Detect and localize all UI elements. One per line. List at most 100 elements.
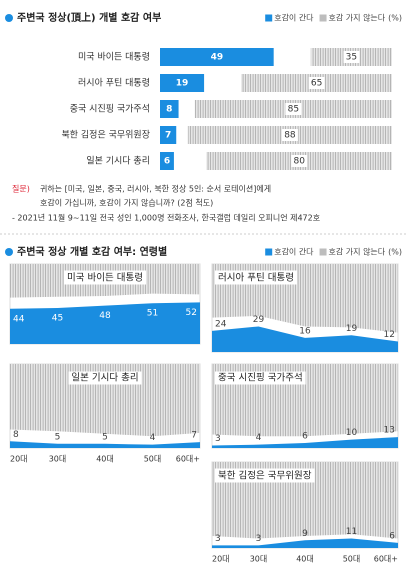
- panel-title: 러시아 푸틴 대통령: [218, 272, 294, 284]
- area-panel: 북한 김정은 국무위원장 3 3 9 11 6 20대 30대 40대 50대 60대+: [211, 461, 399, 564]
- value-label: 16: [299, 326, 311, 336]
- question: 귀하는 [미국, 일본, 중국, 러시아, 북한 정상 5인: 순서 로테이션]…: [40, 184, 271, 194]
- label-bg: [285, 103, 302, 115]
- value-label: 5: [102, 432, 108, 442]
- x-tick-label: 20대: [212, 555, 230, 564]
- area: [10, 302, 200, 344]
- value-label: 65: [311, 79, 322, 89]
- value-label: 7: [191, 431, 197, 441]
- value-label: 29: [253, 315, 265, 325]
- value-label: 11: [346, 527, 357, 537]
- bar: [160, 152, 174, 170]
- value-label: 3: [215, 534, 221, 544]
- area-panel: 미국 바이든 대통령 44 45 48 51 52: [9, 263, 201, 345]
- value-label: 44: [13, 314, 25, 324]
- x-tick-label: 40대: [96, 455, 114, 464]
- bullet: [5, 14, 13, 22]
- value-label: 19: [346, 324, 358, 334]
- value-label: 51: [147, 309, 158, 319]
- value-label: 6: [164, 157, 170, 167]
- x-tick-label: 20대: [10, 455, 28, 464]
- value-label: 9: [302, 529, 308, 539]
- section-title: 주변국 정상 개별 호감 여부: 연령별: [17, 245, 167, 258]
- bar: [160, 48, 274, 66]
- category-label: 중국 시진핑 국가주석: [70, 104, 150, 115]
- value-label: 88: [284, 131, 296, 141]
- value-label: 35: [346, 53, 357, 63]
- value-label: 24: [215, 319, 227, 329]
- value-label: 8: [13, 430, 19, 440]
- x-tick-label: 40대: [296, 555, 314, 564]
- value-label: 49: [211, 53, 224, 63]
- x-tick-label: 50대: [144, 455, 162, 464]
- category-label: 미국 바이든 대통령: [78, 51, 150, 63]
- question: 호감이 가십니까, 호감이 가지 않습니까? (2점 척도): [40, 198, 213, 208]
- value-label: 7: [165, 131, 171, 141]
- area-panel: 일본 기시다 총리 8 5 5 4 7 20대 30대 40대 50대 60대+: [9, 363, 201, 464]
- bar: [160, 126, 177, 144]
- x-tick-label: 30대: [250, 555, 268, 564]
- chart-title: 주변국 정상(頂上) 개별 호감 여부: [17, 11, 161, 24]
- x-tick-label: 30대: [49, 455, 67, 464]
- legend-label: 호감 가지 않는다: [329, 247, 386, 257]
- legend-swatch: [265, 248, 273, 256]
- value-label: 45: [52, 314, 63, 324]
- title-bg: [68, 371, 142, 385]
- value-label: 80: [293, 157, 305, 167]
- category-label: 북한 김정은 국무위원장: [61, 129, 150, 141]
- bar: [160, 100, 179, 118]
- legend-label: 호감이 간다: [274, 247, 314, 257]
- value-label: 3: [215, 434, 221, 444]
- legend-label: 호감이 간다: [274, 13, 314, 23]
- area: [10, 364, 200, 437]
- panel-title: 중국 시진핑 국가주석: [218, 373, 303, 384]
- title-bg: [215, 468, 315, 483]
- value-label: 6: [302, 431, 308, 441]
- legend-swatch: [319, 248, 327, 256]
- value-label: 4: [256, 433, 262, 443]
- area-panel: 러시아 푸틴 대통령 24 29 16 19 12: [211, 263, 399, 353]
- legend-swatch: [265, 14, 273, 22]
- bullet: [5, 248, 13, 256]
- label-bg: [308, 77, 325, 89]
- title-bg: [215, 371, 306, 385]
- area: [212, 437, 398, 448]
- title-bg: [64, 270, 146, 285]
- panel-title: 북한 김정은 국무위원장: [218, 470, 312, 482]
- bar: [160, 74, 205, 92]
- panel-title: 일본 기시다 총리: [71, 373, 138, 384]
- legend-swatch: [319, 14, 327, 22]
- x-tick-label: 60대+: [374, 555, 398, 564]
- area-panel: 중국 시진핑 국가주석 3 4 6 10 13: [211, 363, 399, 449]
- x-tick-label: 60대+: [176, 455, 200, 464]
- x-tick-label: 50대: [343, 555, 361, 564]
- value-label: 48: [99, 311, 111, 321]
- label-bg: [291, 155, 308, 167]
- question-label: 질문): [12, 185, 30, 194]
- value-label: 19: [176, 79, 189, 89]
- area: [10, 441, 200, 448]
- value-label: 4: [150, 433, 156, 443]
- value-label: 8: [166, 105, 172, 115]
- value-label: 13: [384, 426, 395, 436]
- value-label: 12: [384, 330, 395, 340]
- label-bg: [343, 51, 360, 63]
- value-label: 6: [389, 531, 395, 541]
- source: - 2021년 11월 9~11일 전국 성인 1,000명 전화조사, 한국갤…: [12, 213, 320, 223]
- value-label: 85: [288, 105, 299, 115]
- label-bg: [281, 129, 298, 141]
- area: [212, 538, 398, 548]
- title-bg: [215, 270, 297, 285]
- value-label: 5: [55, 432, 61, 442]
- legend-unit: (%): [388, 14, 402, 23]
- value-label: 10: [346, 428, 358, 438]
- value-label: 3: [256, 534, 262, 544]
- category-label: 일본 기시다 총리: [86, 156, 150, 167]
- area: [212, 326, 398, 352]
- category-label: 러시아 푸틴 대통령: [78, 77, 150, 89]
- value-label: 52: [186, 308, 197, 318]
- legend-unit: (%): [388, 248, 402, 257]
- panel-title: 미국 바이든 대통령: [67, 272, 143, 284]
- legend-label: 호감 가지 않는다: [329, 13, 386, 23]
